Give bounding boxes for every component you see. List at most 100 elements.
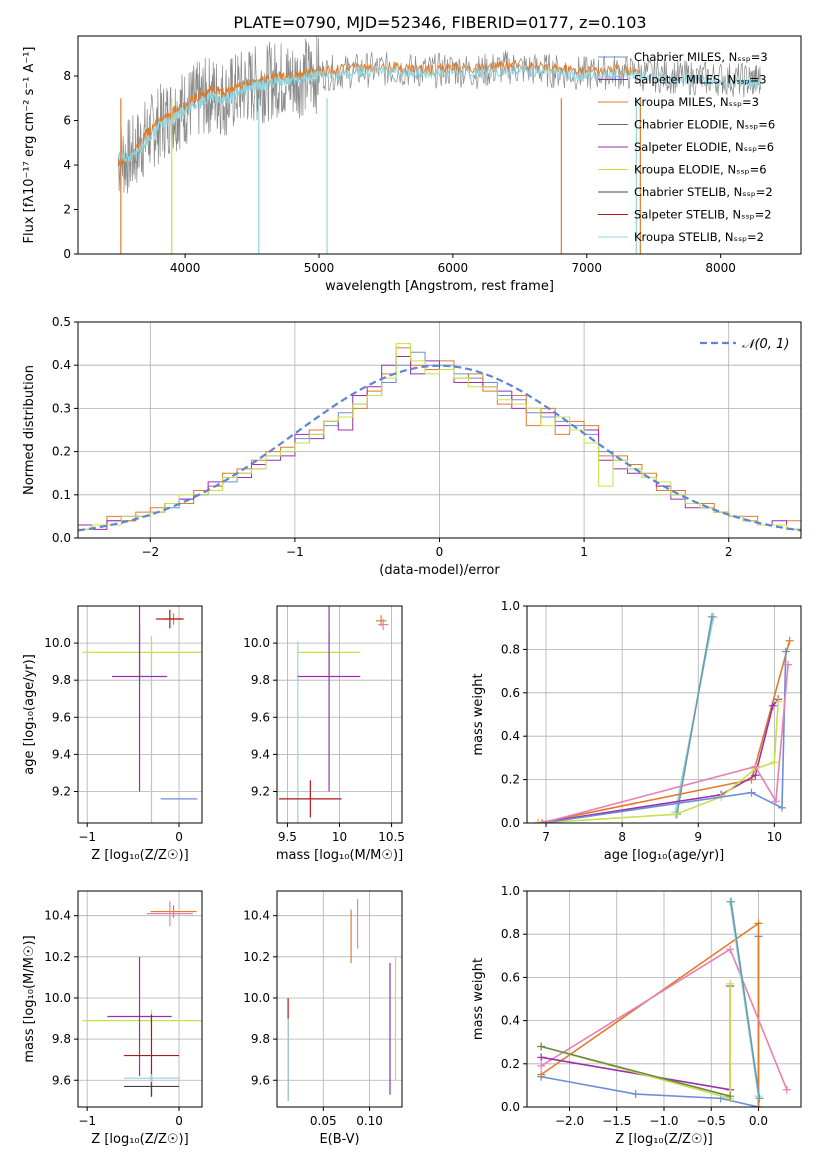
series-line [117,64,761,163]
y-axis-label: mass weight [471,958,486,1040]
y-tick-label: 10.4 [243,909,270,923]
legend-label: Salpeter STELIB, Nₛₛₚ=2 [634,208,772,222]
histogram-kroupa-elodie [78,343,801,530]
plot-area [279,606,389,823]
y-tick-label: 9.6 [251,710,270,724]
x-tick-label: 9 [694,830,702,844]
x-tick-label: 6000 [438,261,469,275]
x-tick-label: −1 [78,830,96,844]
x-tick-label: 5000 [304,261,335,275]
marker [777,803,786,812]
error-bar-point [82,635,202,670]
plot-area [82,901,202,1097]
legend-label: Salpeter ELODIE, Nₛₛₚ=6 [634,140,774,154]
marker [538,819,547,823]
axes-frame [77,890,203,1108]
y-tick-label: 0 [63,247,71,261]
legend-label: Chabrier MILES, Nₛₛₚ=3 [634,50,768,64]
marker [751,762,760,771]
x-tick-label: 10.5 [378,830,405,844]
plot-area [117,36,761,254]
y-axis-label: Flux [fλ10⁻¹⁷ erg cm⁻² s⁻¹ A⁻¹] [22,47,37,244]
spectrum-legend: Chabrier MILES, Nₛₛₚ=3 Salpeter MILES, Nₛ… [598,50,775,244]
y-tick-label: 1.0 [501,884,520,898]
x-tick-label: 0.10 [356,1114,383,1128]
panel-spectrum: 4000 5000 6000 7000 8000 0 2 4 6 8 wavelength [Ang… [22,35,802,294]
y-tick-label: 10.0 [243,636,270,650]
y-tick-label: 0.4 [501,1014,520,1028]
panel-mass-age: 9.5 10 10.5 9.2 9.4 9.6 9.8 10.0 mass [log₁₀(M/M… [243,605,405,863]
x-tick-label: 8000 [705,261,736,275]
axes-frame [526,605,802,824]
y-tick-label: 0.8 [501,927,520,941]
x-axis-label: age [log₁₀(age/yr)] [604,848,725,863]
y-tick-label: 0.0 [52,531,71,545]
y-tick-label: 10.0 [44,636,71,650]
marker [537,1070,546,1079]
marker [537,1042,546,1051]
x-axis-label: Z [log₁₀(Z/Z☉)] [615,1132,712,1147]
x-tick-label: −1 [78,1114,96,1128]
error-bar-point [111,606,168,792]
y-axis-label: Normed distribution [22,365,37,495]
y-tick-label: 0.2 [501,1057,520,1071]
series-line [540,1045,731,1097]
series-line [540,921,760,1107]
y-tick-label: 9.6 [52,710,71,724]
y-tick-label: 1.0 [501,599,520,613]
y-axis-label: mass weight [471,673,486,755]
marker [781,647,790,656]
x-tick-label: 0 [175,1114,183,1128]
plot-area [287,899,397,1101]
residuals-legend: 𝒩(0, 1) [700,337,789,352]
y-tick-label: 0.2 [501,773,520,787]
y-tick-label: 0.8 [501,642,520,656]
plot-area [78,343,801,532]
series-line [538,701,779,823]
y-tick-label: 9.2 [251,784,270,798]
marker [537,1053,546,1062]
x-tick-label: 4000 [170,261,201,275]
marker [671,810,680,819]
legend-label: Kroupa ELODIE, Nₛₛₚ=6 [634,163,767,177]
x-tick-label: −1.5 [602,1114,631,1128]
y-tick-label: 0.3 [52,401,71,415]
y-tick-label: 0.4 [501,729,520,743]
marker [770,758,779,767]
y-tick-label: 0.0 [501,1100,520,1114]
x-axis-label: mass [log₁₀(M/M☉)] [276,848,403,863]
y-tick-label: 10.2 [44,950,71,964]
y-tick-label: 9.8 [52,673,71,687]
y-tick-label: 9.8 [52,1032,71,1046]
marker [755,1094,764,1103]
panel-z-weight: −2.0 −1.5 −1.0 −0.5 0.0 0.0 0.2 0.4 0.6 0.8 1.0 Z [… [471,884,802,1147]
legend-label: Chabrier STELIB, Nₛₛₚ=2 [634,185,773,199]
y-tick-label: 10.2 [243,950,270,964]
y-tick-label: 0.5 [52,315,71,329]
x-axis-label: E(B-V) [319,1132,359,1147]
y-tick-label: 0.0 [501,816,520,830]
marker [631,1090,640,1099]
legend-label: Kroupa STELIB, Nₛₛₚ=2 [634,230,764,244]
y-tick-label: 4 [63,158,71,172]
marker [726,1092,735,1101]
normal-curve [78,364,801,532]
y-tick-label: 9.8 [251,1032,270,1046]
axes-frame [77,605,203,824]
x-axis-label: wavelength [Angstrom, rest frame] [325,279,554,294]
y-tick-label: 9.6 [251,1073,270,1087]
x-axis-label: Z [log₁₀(Z/Z☉)] [91,848,188,863]
x-tick-label: −1 [286,545,304,559]
error-bar-point [150,905,197,918]
x-tick-label: 1 [580,545,588,559]
y-tick-label: 8 [63,69,71,83]
series-line [117,59,640,167]
y-tick-label: 0.2 [52,445,71,459]
x-tick-label: −0.5 [697,1114,726,1128]
error-bar-point [146,901,193,926]
marker [747,788,756,797]
y-tick-label: 0.6 [501,686,520,700]
y-tick-label: 9.2 [52,784,71,798]
y-tick-label: 10.4 [44,909,71,923]
x-tick-label: −2 [141,545,159,559]
